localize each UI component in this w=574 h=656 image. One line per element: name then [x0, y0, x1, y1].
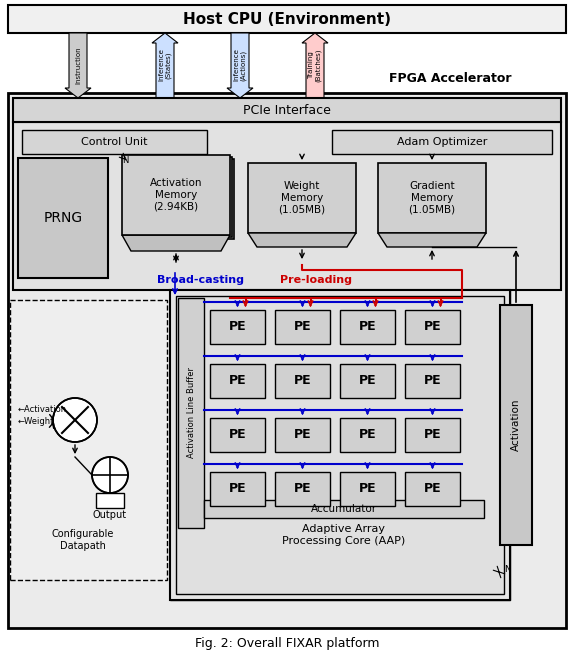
Circle shape	[92, 457, 128, 493]
Bar	[275, 418, 330, 452]
Text: PE: PE	[359, 321, 377, 333]
Text: Accumulator: Accumulator	[311, 504, 377, 514]
Bar	[204, 500, 484, 518]
Bar	[126, 159, 234, 239]
Polygon shape	[302, 33, 328, 98]
Text: PE: PE	[228, 483, 246, 495]
Text: Training
(Batches): Training (Batches)	[308, 49, 322, 82]
Text: Inference
(States): Inference (States)	[158, 49, 172, 81]
Circle shape	[53, 398, 97, 442]
Text: Inference
(Actions): Inference (Actions)	[233, 49, 247, 81]
Bar	[340, 472, 395, 506]
Text: PE: PE	[228, 428, 246, 441]
Bar	[210, 472, 265, 506]
Bar	[405, 364, 460, 398]
Text: Output: Output	[93, 510, 127, 520]
Text: Gradient
Memory
(1.05MB): Gradient Memory (1.05MB)	[409, 182, 456, 215]
Text: PE: PE	[424, 483, 441, 495]
Text: PE: PE	[359, 483, 377, 495]
Text: Activation Line Buffer: Activation Line Buffer	[187, 367, 196, 459]
Text: Weight
Memory
(1.05MB): Weight Memory (1.05MB)	[278, 182, 325, 215]
Bar	[210, 364, 265, 398]
Text: FPGA Accelerator: FPGA Accelerator	[389, 72, 511, 85]
Bar	[18, 158, 108, 278]
Bar	[332, 130, 552, 154]
Polygon shape	[122, 235, 230, 251]
Text: ←Weight: ←Weight	[18, 417, 55, 426]
Bar	[275, 310, 330, 344]
Bar	[378, 163, 486, 233]
Text: PE: PE	[359, 375, 377, 388]
Bar	[13, 98, 561, 122]
Text: PE: PE	[294, 483, 311, 495]
Text: Adaptive Array
Processing Core (AAP): Adaptive Array Processing Core (AAP)	[282, 524, 406, 546]
Bar	[170, 290, 510, 600]
Text: ←Activation: ←Activation	[18, 405, 67, 415]
Bar	[10, 300, 167, 580]
Text: Broad-casting: Broad-casting	[157, 275, 244, 285]
Bar	[13, 122, 561, 290]
Bar	[340, 418, 395, 452]
Bar	[124, 157, 232, 237]
Text: Control Unit: Control Unit	[81, 137, 148, 147]
Bar	[22, 130, 207, 154]
Polygon shape	[227, 33, 253, 98]
Text: Activation: Activation	[511, 399, 521, 451]
Bar	[122, 155, 230, 235]
Text: PE: PE	[424, 428, 441, 441]
Bar	[275, 364, 330, 398]
Bar	[8, 93, 566, 628]
Bar	[405, 472, 460, 506]
Text: PE: PE	[228, 321, 246, 333]
Text: N: N	[504, 565, 511, 575]
Text: Activation
Memory
(2.94KB): Activation Memory (2.94KB)	[150, 178, 202, 212]
Text: Fig. 2: Overall FIXAR platform: Fig. 2: Overall FIXAR platform	[195, 636, 379, 649]
Bar	[176, 296, 504, 594]
Bar	[340, 364, 395, 398]
Bar	[96, 493, 124, 508]
Text: PRNG: PRNG	[44, 211, 83, 225]
Bar	[170, 290, 510, 600]
Text: N: N	[122, 156, 129, 165]
Bar	[178, 298, 204, 528]
Bar	[340, 310, 395, 344]
Text: PCIe Interface: PCIe Interface	[243, 104, 331, 117]
Text: PE: PE	[424, 321, 441, 333]
Polygon shape	[378, 233, 486, 247]
Text: Host CPU (Environment): Host CPU (Environment)	[183, 12, 391, 26]
Bar	[248, 163, 356, 233]
Text: Instruction: Instruction	[75, 46, 81, 84]
Bar	[210, 310, 265, 344]
Polygon shape	[248, 233, 356, 247]
Polygon shape	[152, 33, 178, 98]
Text: Pre-loading: Pre-loading	[280, 275, 352, 285]
Text: PE: PE	[359, 428, 377, 441]
Text: Adam Optimizer: Adam Optimizer	[397, 137, 487, 147]
Bar	[405, 310, 460, 344]
Bar	[8, 5, 566, 33]
Text: PE: PE	[424, 375, 441, 388]
Bar	[275, 472, 330, 506]
Bar	[500, 305, 532, 545]
Text: PE: PE	[294, 375, 311, 388]
Text: Configurable
Datapath: Configurable Datapath	[52, 529, 114, 551]
Bar	[405, 418, 460, 452]
Text: PE: PE	[228, 375, 246, 388]
Text: PE: PE	[294, 321, 311, 333]
Text: PE: PE	[294, 428, 311, 441]
Bar	[210, 418, 265, 452]
Polygon shape	[65, 33, 91, 98]
Bar	[173, 293, 507, 597]
